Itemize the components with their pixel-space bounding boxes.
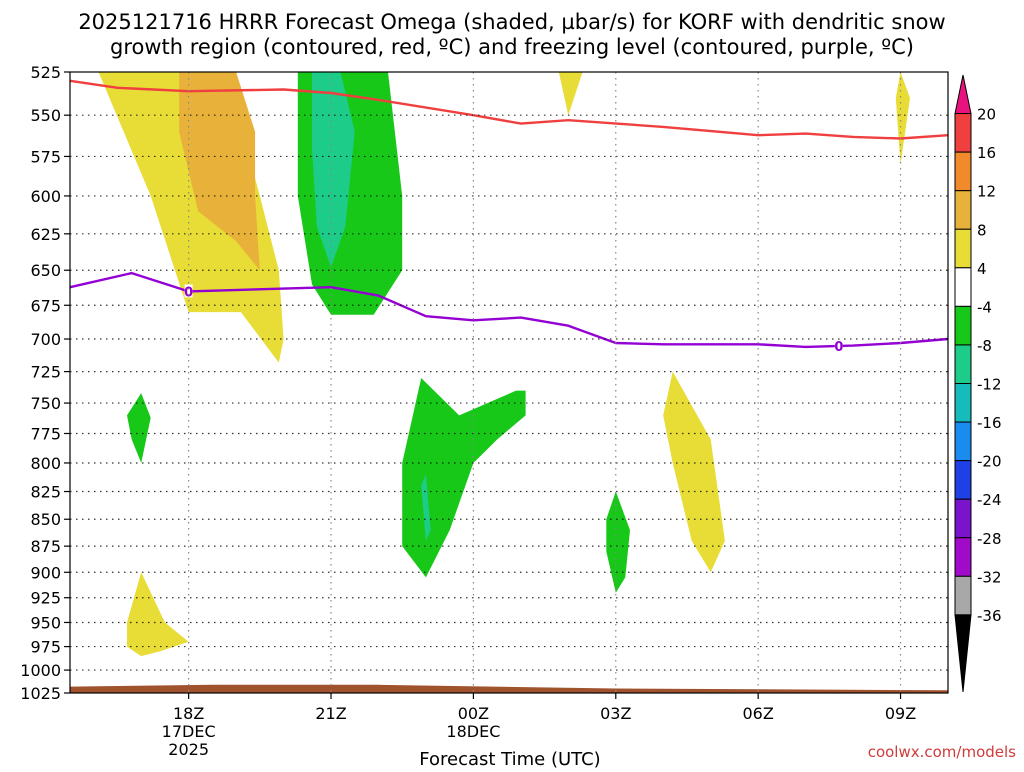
colorbar-label-13: -36 — [977, 607, 1002, 625]
chart-title-line2: growth region (contoured, red, ºC) and f… — [110, 35, 914, 59]
colorbar-label-4: 4 — [977, 260, 987, 278]
y-tick-label-800: 800 — [30, 454, 61, 473]
colorbar-label-10: -24 — [977, 491, 1002, 509]
colorbar-label-3: 8 — [977, 221, 987, 239]
colorbar-segment-5 — [954, 267, 972, 307]
colorbar: 20 16 12 8 4 -4 -8 -12 -16 -20 -24 -28 -32 -36 — [954, 74, 1002, 693]
colorbar-segment-6 — [954, 305, 972, 346]
omega-region-8 — [421, 474, 431, 541]
colorbar-segment-4 — [954, 228, 972, 269]
credit-text: coolwx.com/models — [868, 743, 1016, 761]
colorbar-segment-10 — [954, 460, 972, 500]
colorbar-segment-9 — [954, 421, 972, 462]
colorbar-label-0: 20 — [977, 106, 996, 124]
colorbar-label-12: -32 — [977, 568, 1002, 586]
colorbar-label-1: 16 — [977, 144, 996, 162]
plot-frame — [69, 71, 949, 694]
x-tick-label-27-0: 03Z — [600, 704, 631, 723]
y-tick-label-850: 850 — [30, 510, 61, 529]
y-tick-label-650: 650 — [30, 261, 61, 280]
omega-region-3 — [179, 72, 260, 271]
omega-region-1 — [312, 72, 355, 268]
colorbar-label-7: -12 — [977, 376, 1002, 394]
colorbar-segment-1 — [954, 113, 972, 153]
y-tick-label-925: 925 — [30, 589, 61, 608]
y-tick-label-625: 625 — [30, 225, 61, 244]
y-tick-label-675: 675 — [30, 296, 61, 315]
y-tick-label-825: 825 — [30, 483, 61, 502]
colorbar-segment-7 — [954, 344, 972, 384]
y-tick-label-725: 725 — [30, 363, 61, 382]
y-axis: 525 550 575 600 625 650 675 700 725 750 775 800 825 8… — [20, 63, 70, 703]
ground-layer — [70, 684, 948, 693]
omega-region-7 — [402, 378, 526, 578]
chart-title-line1: 2025121716 HRRR Forecast Omega (shaded, … — [78, 10, 945, 34]
y-tick-label-575: 575 — [30, 147, 61, 166]
y-tick-label-875: 875 — [30, 537, 61, 556]
omega-region-9 — [606, 491, 630, 593]
y-tick-label-1000: 1000 — [20, 661, 61, 680]
colorbar-segment-8 — [954, 383, 972, 423]
x-axis-label: Forecast Time (UTC) — [419, 749, 600, 768]
colorbar-label-11: -28 — [977, 530, 1002, 548]
omega-region-6 — [127, 393, 151, 463]
colorbar-segment-12 — [954, 537, 972, 577]
colorbar-label-9: -20 — [977, 453, 1002, 471]
x-tick-label-18-2: 2025 — [168, 740, 209, 759]
freezing-contour-label-1: 0 — [834, 340, 843, 355]
grid-lines — [70, 72, 948, 693]
colorbar-bottom-arrow — [954, 614, 972, 693]
colorbar-segment-11 — [954, 498, 972, 539]
ground-surface — [70, 684, 948, 693]
y-tick-label-900: 900 — [30, 563, 61, 582]
x-tick-label-18-0: 18Z — [173, 704, 204, 723]
y-tick-label-1025: 1025 — [20, 684, 61, 703]
omega-region-10 — [663, 371, 725, 573]
colorbar-label-5: -4 — [977, 298, 992, 316]
y-tick-label-550: 550 — [30, 106, 61, 125]
x-tick-label-24-1: 18DEC — [446, 722, 500, 741]
y-tick-label-975: 975 — [30, 638, 61, 657]
y-tick-label-700: 700 — [30, 330, 61, 349]
colorbar-label-8: -16 — [977, 414, 1002, 432]
colorbar-top-arrow — [954, 74, 972, 115]
colorbar-segment-13 — [954, 575, 972, 616]
omega-fills — [98, 72, 910, 657]
y-tick-label-750: 750 — [30, 394, 61, 413]
colorbar-label-6: -8 — [977, 337, 992, 355]
y-tick-label-950: 950 — [30, 613, 61, 632]
colorbar-label-2: 12 — [977, 183, 996, 201]
x-tick-label-18-1: 17DEC — [162, 722, 216, 741]
omega-region-4 — [558, 72, 583, 116]
dgz-contour-line — [69, 79, 949, 140]
freezing-level-line — [69, 271, 949, 349]
x-tick-label-24-0: 00Z — [458, 704, 489, 723]
contour-lines: 00 — [69, 79, 949, 355]
x-tick-label-30-0: 06Z — [742, 704, 773, 723]
y-tick-label-600: 600 — [30, 187, 61, 206]
contour-label-bg-0 — [184, 284, 193, 298]
x-tick-label-21-0: 21Z — [315, 704, 346, 723]
x-tick-label-33-0: 09Z — [885, 704, 916, 723]
y-tick-label-775: 775 — [30, 424, 61, 443]
colorbar-segment-3 — [954, 190, 972, 230]
y-tick-label-525: 525 — [30, 63, 61, 82]
freezing-contour-label-0: 0 — [184, 285, 193, 300]
contour-label-bg-1 — [834, 339, 843, 353]
colorbar-segment-2 — [954, 151, 972, 192]
omega-region-5 — [895, 72, 910, 165]
omega-region-11 — [127, 572, 189, 657]
